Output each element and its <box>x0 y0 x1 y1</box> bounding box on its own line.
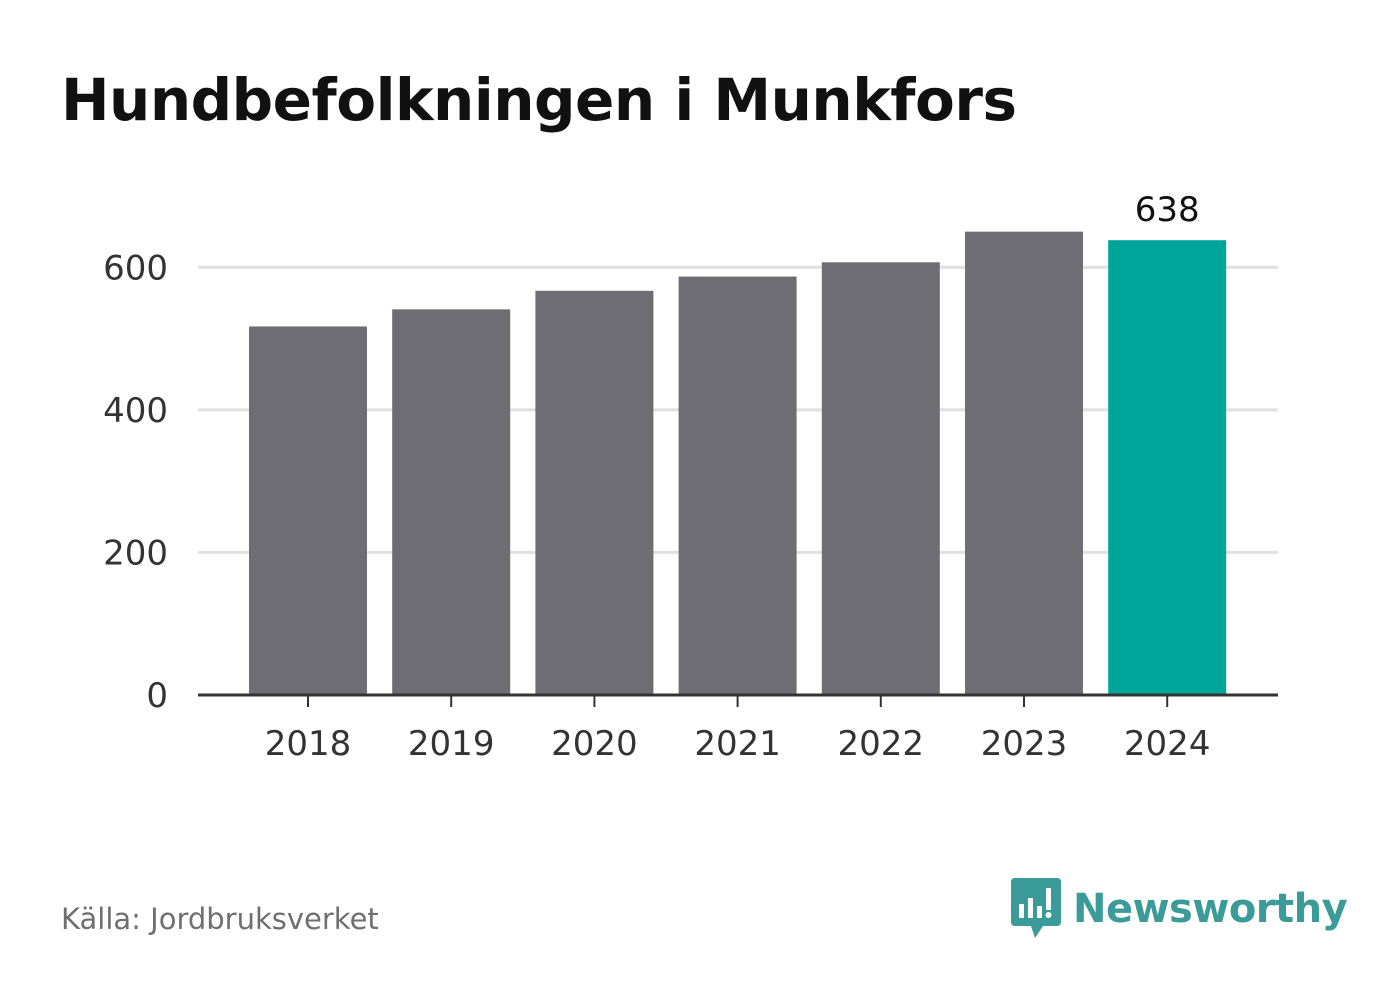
x-axis-ticks: 2018 2019 2020 2021 2022 2023 2024 <box>265 724 1211 764</box>
x-tick-label: 2023 <box>981 724 1068 764</box>
y-tick-label: 200 <box>103 533 168 573</box>
data-labels: 638 <box>1135 190 1200 230</box>
bar-2023 <box>965 231 1083 695</box>
bar-2022 <box>821 262 940 695</box>
source-note: Källa: Jordbruksverket <box>61 902 379 936</box>
x-tick-label: 2022 <box>838 724 925 764</box>
x-tick-label: 2018 <box>265 724 352 764</box>
brand-logo[interactable]: Newsworthy <box>1011 878 1348 940</box>
x-tick-label: 2019 <box>408 724 495 764</box>
x-tick-label: 2020 <box>551 724 638 764</box>
bar-2020 <box>535 290 654 695</box>
newsworthy-logo-icon <box>1011 878 1061 938</box>
y-tick-label: 400 <box>103 391 168 431</box>
brand-name: Newsworthy <box>1073 886 1348 932</box>
y-tick-label: 0 <box>146 676 168 716</box>
bar-2024 <box>1108 240 1227 695</box>
x-axis <box>198 693 1278 707</box>
y-axis-ticks: 0 200 400 600 <box>103 248 168 716</box>
bar-2019 <box>392 309 511 695</box>
data-label: 638 <box>1135 190 1200 230</box>
chart-title: Hundbefolkningen i Munkfors <box>61 66 1017 134</box>
x-tick-label: 2024 <box>1124 724 1211 764</box>
x-tick-label: 2021 <box>694 724 781 764</box>
bar-2021 <box>678 276 797 695</box>
y-tick-label: 600 <box>103 248 168 288</box>
bar-2018 <box>249 326 367 695</box>
bars <box>249 231 1227 695</box>
